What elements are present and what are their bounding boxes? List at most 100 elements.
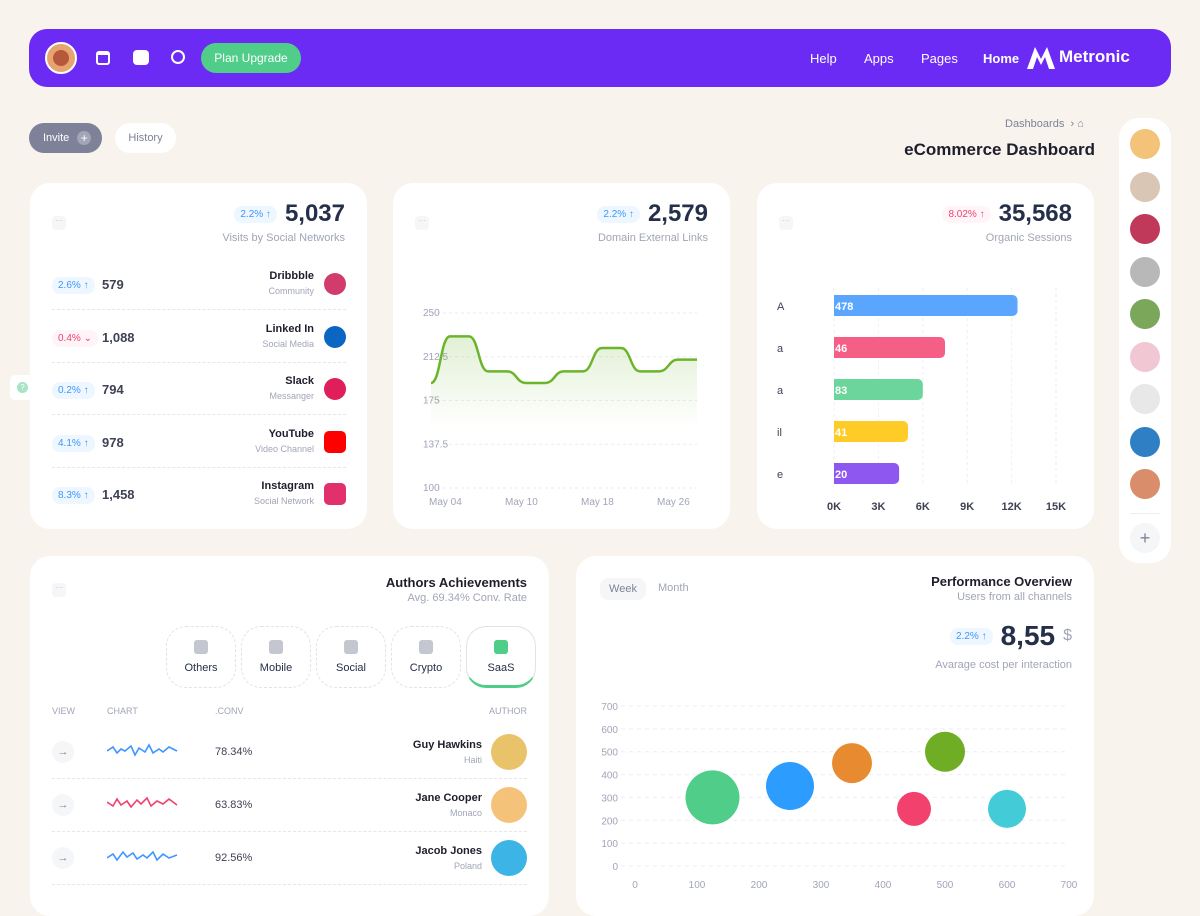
arrow-right-icon[interactable]: → (52, 847, 74, 869)
social-row: 0.2% ↑ 794 Slack Messanger (52, 363, 346, 415)
nav-home[interactable]: Home (983, 51, 1020, 66)
more-menu-button[interactable]: ··· (52, 583, 66, 597)
y-tick-label: 212.5 (423, 352, 448, 363)
more-menu-button[interactable]: ··· (779, 216, 793, 230)
author-country: Haiti (463, 755, 482, 765)
team-member-avatar[interactable] (1130, 171, 1160, 202)
bubble (766, 762, 814, 810)
network-name: YouTube (268, 427, 314, 440)
author-name[interactable]: Jane Cooper (415, 792, 482, 804)
category-label: e (777, 469, 783, 481)
top-navbar: Plan Upgrade Help Apps Pages Home Metron… (29, 29, 1171, 87)
y-tick-label: 500 (601, 748, 618, 759)
y-tick-label: 200 (601, 816, 618, 827)
x-tick-label: 200 (751, 880, 768, 891)
invite-button[interactable]: Invite + (29, 123, 102, 153)
team-member-avatar[interactable] (1130, 214, 1160, 244)
trend-badge: 0.4% ⌄ (52, 329, 98, 347)
bar-clip (757, 379, 834, 400)
right-sidebar: + (1119, 118, 1171, 563)
add-user-button[interactable]: + (1130, 523, 1160, 553)
bar (826, 379, 923, 400)
dribbble-icon (324, 273, 346, 295)
history-button[interactable]: History (115, 123, 176, 153)
tab-label: Social (336, 662, 366, 674)
trend-badge: 2.2% ↑ (234, 205, 277, 223)
bar (826, 463, 900, 484)
social-row: 0.4% ⌄ 1,088 Linked In Social Media (52, 311, 346, 363)
column-header: .CONV (215, 706, 244, 716)
bar (826, 337, 945, 358)
category-label: il (777, 427, 782, 439)
row-value: 794 (102, 382, 124, 397)
arrow-right-icon[interactable]: → (52, 741, 74, 763)
author-name[interactable]: Jacob Jones (415, 845, 482, 857)
nav-pages[interactable]: Pages (921, 51, 958, 66)
metronic-logo-icon (1027, 47, 1055, 69)
stat-label: Organic Sessions (985, 232, 1072, 244)
sparkline-chart (106, 743, 179, 764)
x-tick-label: 6K (916, 501, 930, 513)
stat-value: 2,579 (647, 200, 708, 227)
calendar-icon[interactable] (96, 51, 110, 65)
bar-clip (757, 337, 834, 358)
network-name: Dribbble (269, 270, 314, 282)
arrow-right-icon[interactable]: → (52, 794, 74, 816)
team-member-avatar[interactable] (1130, 256, 1160, 287)
plan-upgrade-button[interactable]: Plan Upgrade (201, 43, 301, 73)
bar-value-label: 46 (835, 343, 847, 355)
bubble (897, 791, 931, 826)
x-tick-label: 100 (689, 880, 706, 891)
user-avatar[interactable] (45, 42, 77, 74)
team-member-avatar[interactable] (1130, 129, 1160, 159)
card-subtitle: Avg. 69.34% Conv. Rate (407, 592, 527, 604)
linkedin-icon (324, 325, 346, 348)
search-icon[interactable] (171, 50, 185, 64)
stat-label: Visits by Social Networks (222, 232, 345, 244)
column-header: CHART (107, 706, 138, 716)
tab-month[interactable]: Month (658, 582, 689, 594)
more-menu-button[interactable]: ··· (52, 216, 66, 230)
card-subtitle: Users from all channels (957, 591, 1072, 603)
paper-plane-icon (194, 640, 208, 654)
tab-week[interactable]: Week (600, 578, 646, 600)
more-menu-button[interactable]: ··· (415, 216, 429, 230)
nav-help[interactable]: Help (810, 51, 837, 66)
x-tick-label: 0K (827, 501, 841, 513)
sparkline-chart (106, 796, 179, 817)
row-value: 978 (102, 434, 124, 450)
home-icon[interactable]: ⌂ (1077, 118, 1084, 130)
phone-icon (269, 640, 283, 654)
tab-label: SaaS (487, 662, 515, 674)
trend-badge: 2.2% ↑ (597, 205, 640, 223)
nav-apps[interactable]: Apps (864, 51, 894, 66)
breadcrumb-dashboards[interactable]: Dashboards (1005, 118, 1065, 130)
author-row: → 63.83% Jane Cooper Monaco (52, 779, 527, 832)
tab-social[interactable]: Social (316, 626, 386, 688)
image-icon[interactable] (133, 50, 149, 65)
tab-saas[interactable]: SaaS (466, 626, 536, 688)
author-name[interactable]: Guy Hawkins (412, 739, 482, 751)
row-value: 1,088 (102, 329, 135, 345)
tab-label: Crypto (409, 662, 443, 674)
instagram-icon (324, 483, 346, 505)
thumbs-up-icon (344, 640, 358, 654)
team-member-avatar[interactable] (1130, 469, 1160, 499)
performance-overview-card: Week Month Performance Overview Users fr… (576, 556, 1094, 916)
card-title: Performance Overview (931, 574, 1072, 589)
trend-badge: 2.6% ↑ (52, 277, 95, 294)
external-links-card: ··· 2.2% ↑ 2,579 Domain External Links 25… (393, 183, 730, 529)
network-type: Community (268, 286, 314, 296)
team-member-avatar[interactable] (1130, 384, 1160, 414)
team-member-avatar[interactable] (1130, 341, 1160, 372)
y-tick-label: 600 (601, 725, 618, 736)
team-member-avatar[interactable] (1130, 426, 1160, 457)
tab-crypto[interactable]: Crypto (391, 626, 461, 688)
tab-others[interactable]: Others (166, 626, 236, 688)
chevron-right-icon: › (1067, 118, 1078, 130)
category-label: a (777, 343, 784, 355)
bubble (832, 743, 872, 784)
team-member-avatar[interactable] (1130, 299, 1160, 329)
breadcrumb: Dashboards › ⌂ (1005, 118, 1084, 130)
tab-mobile[interactable]: Mobile (241, 626, 311, 688)
